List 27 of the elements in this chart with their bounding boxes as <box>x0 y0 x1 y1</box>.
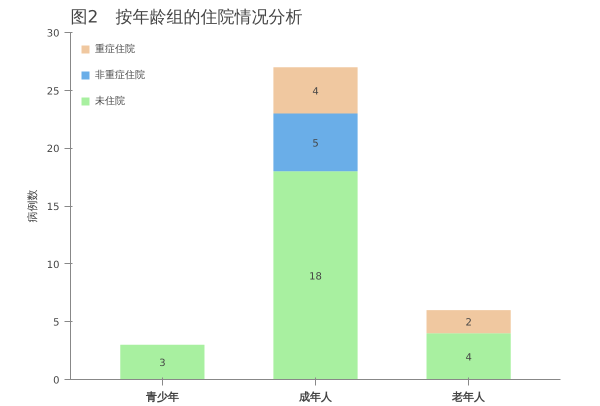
data-label: 4 <box>465 352 472 364</box>
bar <box>273 67 358 114</box>
y-tick-label: 10 <box>46 260 60 271</box>
y-tick-label: 20 <box>46 144 60 156</box>
y-tick-label: 0 <box>53 376 60 386</box>
x-tick-label: 老年人 <box>451 390 486 404</box>
legend-label: 未住院 <box>95 94 125 108</box>
data-label: 2 <box>465 318 472 329</box>
x-tick-label: 青少年 <box>144 390 179 404</box>
y-tick-label: 25 <box>46 86 60 98</box>
data-label: 18 <box>309 271 322 282</box>
bar <box>120 344 204 380</box>
y-tick-label: 15 <box>46 202 60 213</box>
x-tick-label: 成年人 <box>298 390 333 404</box>
chart-title: 图2 按年龄组的住院情况分析 <box>70 8 302 28</box>
y-tick-label: 30 <box>46 28 60 40</box>
bar <box>426 333 511 380</box>
legend-label: 非重症住院 <box>95 68 145 82</box>
data-label: 4 <box>312 86 319 98</box>
data-label: 3 <box>159 358 166 370</box>
legend-label: 重症住院 <box>95 42 135 56</box>
bar <box>273 113 358 172</box>
y-axis-title: 病例数 <box>26 190 39 222</box>
y-tick-label: 5 <box>53 318 60 329</box>
bar <box>273 171 358 380</box>
bar <box>426 310 511 334</box>
data-label: 5 <box>312 138 319 150</box>
